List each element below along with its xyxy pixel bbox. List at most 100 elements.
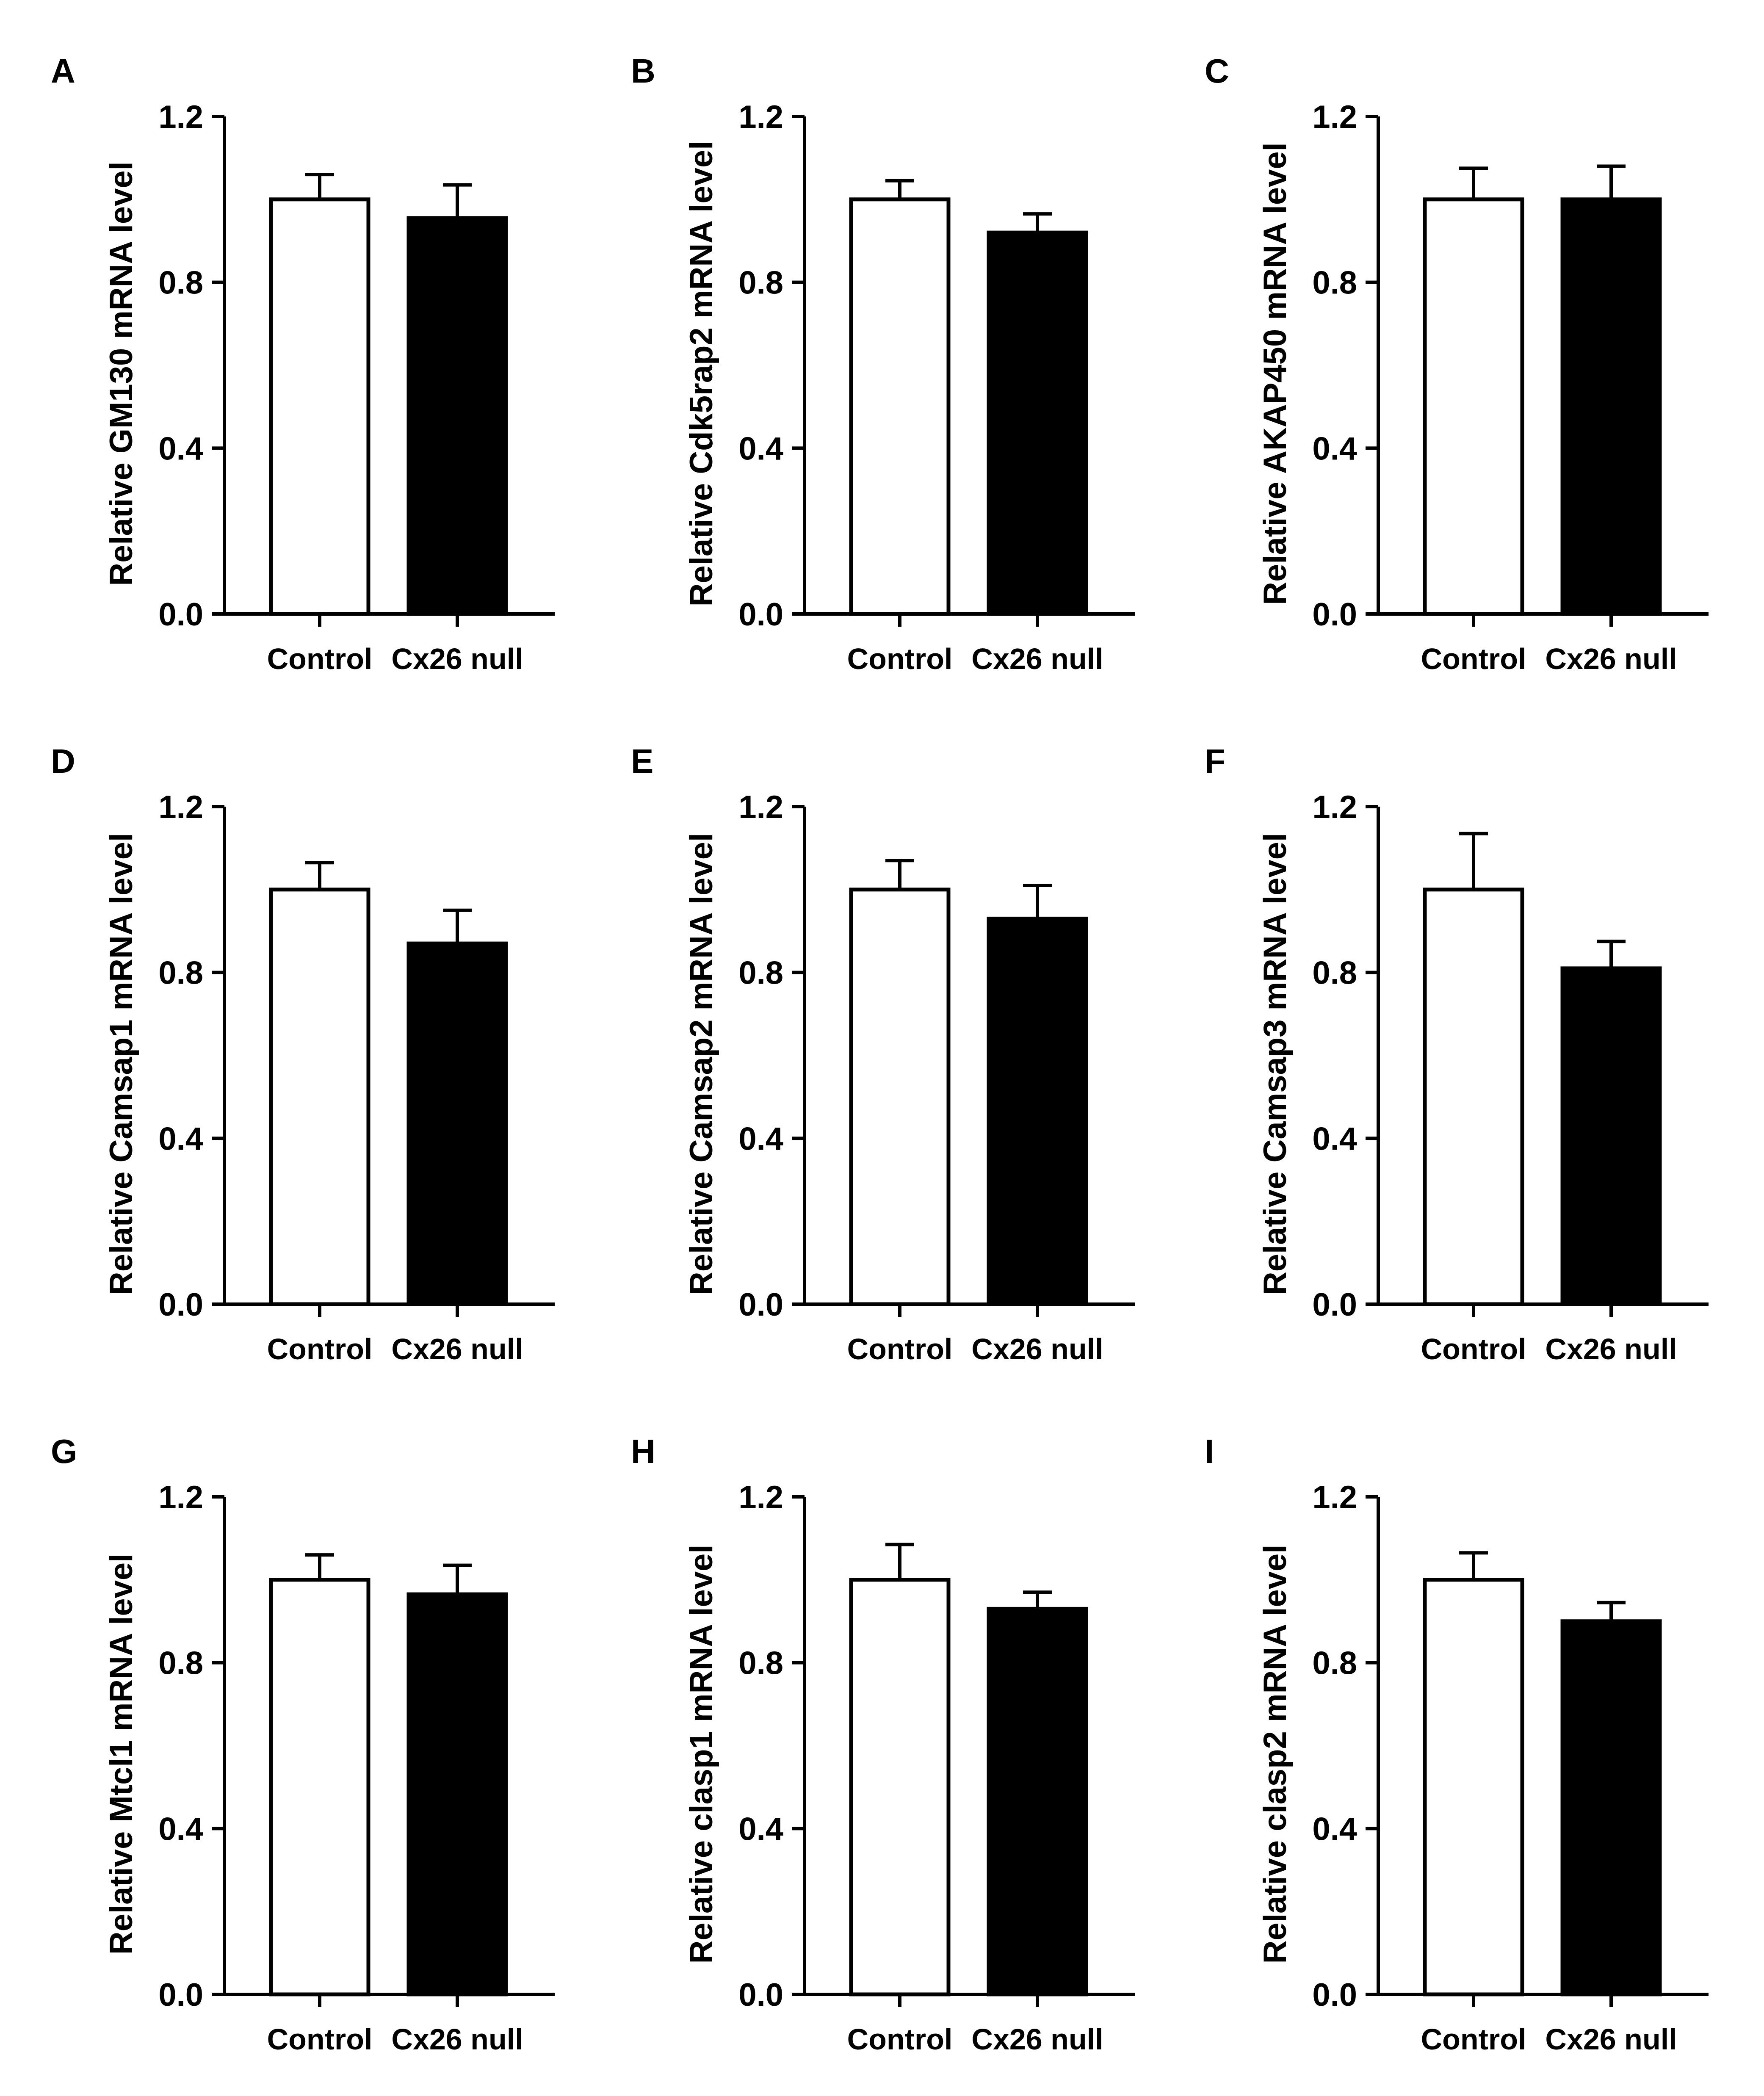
bar-control bbox=[1423, 888, 1524, 1306]
x-tick-label: Control bbox=[847, 1333, 953, 1366]
x-tick-label: Cx26 null bbox=[1545, 1333, 1677, 1366]
x-tick-label: Control bbox=[847, 2023, 953, 2056]
bar-control bbox=[1423, 197, 1524, 616]
panel-f: F 0.0 0.4 0.8 1.2 Relative Camsap3 mRNA level… bbox=[1205, 742, 1709, 1366]
y-tick-label: 1.2 bbox=[738, 99, 783, 135]
x-tick-label: Cx26 null bbox=[391, 2023, 523, 2056]
y-tick-label: 1.2 bbox=[158, 99, 203, 135]
bar-control bbox=[849, 1578, 951, 1996]
panel-h: H 0.0 0.4 0.8 1.2 Relative clasp1 mRNA level C… bbox=[631, 1432, 1135, 2056]
y-tick-label: 0.0 bbox=[738, 1287, 783, 1323]
y-tick-label: 0.8 bbox=[738, 1645, 783, 1681]
y-tick-label: 0.0 bbox=[158, 1287, 203, 1323]
bar-cx26-null bbox=[406, 941, 508, 1306]
bar-cx26-null bbox=[406, 216, 508, 616]
x-tick-label: Cx26 null bbox=[971, 642, 1103, 675]
y-axis-label: Relative Camsap3 mRNA level bbox=[1257, 833, 1293, 1295]
y-tick-label: 0.4 bbox=[738, 1811, 783, 1847]
x-tick-label: Cx26 null bbox=[391, 1333, 523, 1366]
x-tick-label: Control bbox=[267, 642, 373, 675]
bar-control bbox=[1423, 1578, 1524, 1996]
bar-cx26-null bbox=[406, 1592, 508, 1996]
y-axis-label: Relative AKAP450 mRNA level bbox=[1257, 142, 1293, 605]
y-tick-label: 0.4 bbox=[158, 1121, 203, 1157]
panel-a: A 0.0 0.4 0.8 1.2 Relative GM130 mRNA level Co… bbox=[51, 52, 555, 675]
y-axis-label: Relative Cdk5rap2 mRNA level bbox=[683, 141, 719, 607]
x-tick-label: Control bbox=[1421, 642, 1526, 675]
y-tick-label: 1.2 bbox=[1312, 99, 1357, 135]
panel-label: C bbox=[1205, 52, 1229, 90]
y-tick-label: 0.0 bbox=[1312, 597, 1357, 633]
panel-i: I 0.0 0.4 0.8 1.2 Relative clasp2 mRNA level C… bbox=[1205, 1432, 1709, 2056]
x-tick-label: Cx26 null bbox=[971, 2023, 1103, 2056]
y-tick-label: 0.0 bbox=[1312, 1287, 1357, 1323]
bar-control bbox=[849, 888, 951, 1306]
bar-control bbox=[269, 197, 370, 616]
y-tick-label: 0.4 bbox=[738, 1121, 783, 1157]
panel-label: F bbox=[1205, 742, 1225, 780]
y-tick-label: 1.2 bbox=[738, 789, 783, 825]
y-tick-label: 1.2 bbox=[1312, 1479, 1357, 1515]
bar-cx26-null bbox=[987, 916, 1088, 1306]
x-tick-label: Cx26 null bbox=[1545, 642, 1677, 675]
panel-label: D bbox=[51, 742, 75, 780]
y-axis-label: Relative Camsap2 mRNA level bbox=[683, 833, 719, 1295]
panel-label: A bbox=[51, 52, 75, 90]
y-tick-label: 0.0 bbox=[158, 597, 203, 633]
panel-c: C 0.0 0.4 0.8 1.2 Relative AKAP450 mRNA level… bbox=[1205, 52, 1709, 675]
bar-cx26-null bbox=[1560, 197, 1662, 616]
y-axis-label: Relative clasp2 mRNA level bbox=[1257, 1545, 1293, 1964]
panel-e: E 0.0 0.4 0.8 1.2 Relative Camsap2 mRNA level… bbox=[631, 742, 1135, 1366]
y-tick-label: 1.2 bbox=[1312, 789, 1357, 825]
panel-label: H bbox=[631, 1432, 655, 1470]
bar-control bbox=[269, 888, 370, 1306]
panel-label: B bbox=[631, 52, 655, 90]
bar-cx26-null bbox=[987, 230, 1088, 616]
y-tick-label: 0.4 bbox=[158, 431, 203, 467]
panel-label: G bbox=[51, 1432, 77, 1470]
y-tick-label: 0.8 bbox=[1312, 1645, 1357, 1681]
panel-label: E bbox=[631, 742, 653, 780]
y-axis-label: Relative GM130 mRNA level bbox=[103, 161, 139, 586]
y-tick-label: 1.2 bbox=[158, 789, 203, 825]
bar-cx26-null bbox=[987, 1607, 1088, 1996]
y-tick-label: 1.2 bbox=[738, 1479, 783, 1515]
y-tick-label: 0.8 bbox=[738, 265, 783, 301]
panel-label: I bbox=[1205, 1432, 1214, 1470]
y-tick-label: 0.4 bbox=[1312, 1811, 1357, 1847]
y-tick-label: 0.8 bbox=[1312, 265, 1357, 301]
panel-b: B 0.0 0.4 0.8 1.2 Relative Cdk5rap2 mRNA leve… bbox=[631, 52, 1135, 675]
y-tick-label: 0.8 bbox=[158, 265, 203, 301]
y-tick-label: 0.4 bbox=[1312, 1121, 1357, 1157]
y-axis-label: Relative Mtcl1 mRNA level bbox=[103, 1554, 139, 1955]
x-tick-label: Control bbox=[1421, 1333, 1526, 1366]
y-tick-label: 0.4 bbox=[738, 431, 783, 467]
panel-g: G 0.0 0.4 0.8 1.2 Relative Mtcl1 mRNA level Co… bbox=[51, 1432, 555, 2056]
y-tick-label: 0.0 bbox=[158, 1977, 203, 2013]
bar-control bbox=[849, 197, 951, 616]
y-tick-label: 0.4 bbox=[158, 1811, 203, 1847]
y-tick-label: 0.4 bbox=[1312, 431, 1357, 467]
x-tick-label: Control bbox=[267, 1333, 373, 1366]
x-tick-label: Cx26 null bbox=[391, 642, 523, 675]
x-tick-label: Cx26 null bbox=[971, 1333, 1103, 1366]
y-axis-label: Relative clasp1 mRNA level bbox=[683, 1545, 719, 1964]
bar-cx26-null bbox=[1560, 966, 1662, 1306]
y-axis-label: Relative Camsap1 mRNA level bbox=[103, 833, 139, 1295]
y-tick-label: 0.0 bbox=[1312, 1977, 1357, 2013]
panel-d: D 0.0 0.4 0.8 1.2 Relative Camsap1 mRNA level… bbox=[51, 742, 555, 1366]
y-tick-label: 0.8 bbox=[1312, 955, 1357, 991]
y-tick-label: 0.8 bbox=[738, 955, 783, 991]
y-tick-label: 1.2 bbox=[158, 1479, 203, 1515]
y-tick-label: 0.0 bbox=[738, 1977, 783, 2013]
y-tick-label: 0.8 bbox=[158, 1645, 203, 1681]
x-tick-label: Control bbox=[847, 642, 953, 675]
bar-control bbox=[269, 1578, 370, 1996]
y-tick-label: 0.8 bbox=[158, 955, 203, 991]
bar-cx26-null bbox=[1560, 1619, 1662, 1996]
x-tick-label: Control bbox=[267, 2023, 373, 2056]
x-tick-label: Control bbox=[1421, 2023, 1526, 2056]
y-tick-label: 0.0 bbox=[738, 597, 783, 633]
x-tick-label: Cx26 null bbox=[1545, 2023, 1677, 2056]
